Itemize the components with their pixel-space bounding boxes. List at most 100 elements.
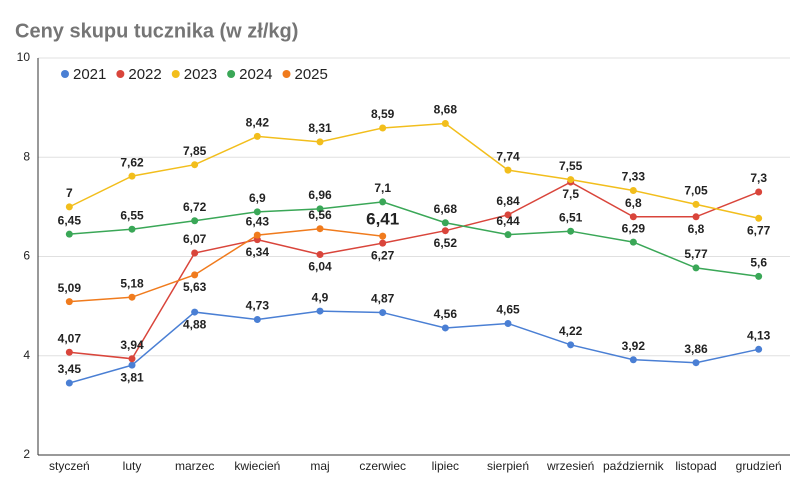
point — [191, 217, 199, 225]
point — [504, 319, 512, 327]
series-line — [69, 310, 759, 384]
data-label: 7,5 — [562, 187, 579, 201]
point — [441, 120, 449, 128]
x-tick-label: luty — [123, 459, 142, 473]
point — [755, 188, 763, 196]
legend-marker — [227, 70, 236, 78]
data-label: 8,42 — [246, 116, 270, 130]
chart-title: Ceny skupu tucznika (w zł/kg) — [15, 20, 298, 42]
data-label: 6,45 — [58, 213, 82, 227]
data-label: 4,88 — [183, 317, 207, 331]
point — [567, 176, 575, 184]
point — [692, 213, 700, 221]
data-label: 6,72 — [183, 200, 207, 214]
data-label: 3,81 — [120, 370, 144, 384]
point — [65, 379, 73, 387]
x-tick-label: październik — [603, 459, 665, 473]
point — [316, 205, 324, 213]
point — [128, 361, 136, 369]
y-tick-label: 2 — [23, 447, 30, 461]
point — [316, 307, 324, 315]
x-tick-label: sierpień — [487, 459, 529, 473]
legend-label: 2023 — [184, 66, 217, 83]
point — [316, 225, 324, 233]
series-line — [69, 227, 383, 303]
point — [441, 227, 449, 235]
point — [253, 316, 261, 324]
point — [65, 230, 73, 238]
data-label: 5,18 — [120, 276, 144, 290]
data-label: 6,27 — [371, 248, 395, 262]
data-label: 6,44 — [496, 214, 520, 228]
data-label: 8,59 — [371, 107, 395, 121]
data-label: 4,22 — [559, 324, 583, 338]
data-label: 4,13 — [747, 328, 771, 342]
legend-label: 2025 — [295, 66, 328, 83]
data-label: 8,31 — [308, 121, 332, 135]
point — [191, 249, 199, 257]
point — [128, 355, 136, 363]
data-label: 3,92 — [622, 339, 646, 353]
point — [504, 211, 512, 219]
data-label: 6,8 — [688, 222, 705, 236]
data-label: 6,07 — [183, 232, 207, 246]
point — [629, 213, 637, 221]
legend-label: 2021 — [73, 66, 106, 83]
point — [65, 298, 73, 306]
point — [692, 264, 700, 272]
series-line — [69, 122, 759, 220]
data-label: 6,34 — [246, 245, 270, 259]
point — [567, 227, 575, 235]
data-label: 7,85 — [183, 144, 207, 158]
point — [379, 309, 387, 317]
point — [441, 324, 449, 332]
data-label: 6,29 — [622, 221, 646, 235]
point — [755, 214, 763, 222]
data-label: 5,6 — [750, 256, 767, 270]
point — [316, 251, 324, 259]
point — [65, 203, 73, 211]
point — [504, 166, 512, 174]
data-label: 3,94 — [120, 338, 144, 352]
point — [191, 271, 199, 279]
point — [629, 238, 637, 246]
data-label: 4,56 — [434, 307, 458, 321]
data-label: 6,41 — [366, 210, 399, 229]
y-tick-label: 4 — [23, 348, 30, 362]
data-label: 4,9 — [312, 290, 329, 304]
data-label: 7,33 — [622, 170, 646, 184]
data-label: 7,05 — [684, 184, 708, 198]
data-label: 6,77 — [747, 223, 771, 237]
data-label: 7,74 — [496, 149, 520, 163]
point — [316, 138, 324, 146]
point — [128, 225, 136, 233]
point — [253, 132, 261, 140]
point — [128, 172, 136, 180]
data-label: 4,07 — [58, 331, 82, 345]
data-label: 6,68 — [434, 202, 458, 216]
point — [755, 345, 763, 353]
x-tick-label: listopad — [675, 459, 716, 473]
data-label: 6,9 — [249, 191, 266, 205]
point — [567, 341, 575, 349]
point — [65, 348, 73, 356]
legend-marker — [282, 70, 291, 78]
point — [692, 200, 700, 208]
legend-marker — [116, 70, 125, 78]
point — [379, 124, 387, 132]
point — [128, 293, 136, 301]
data-label: 6,51 — [559, 210, 583, 224]
point — [379, 198, 387, 206]
data-label: 5,63 — [183, 280, 207, 294]
point — [253, 231, 261, 239]
series-line — [69, 181, 759, 360]
data-label: 4,87 — [371, 292, 395, 306]
data-label: 7,62 — [120, 155, 144, 169]
data-label: 4,65 — [496, 303, 520, 317]
data-label: 6,96 — [308, 188, 332, 202]
legend-label: 2024 — [239, 66, 272, 83]
data-label: 5,09 — [58, 281, 82, 295]
point — [692, 359, 700, 367]
data-label: 7,3 — [750, 171, 767, 185]
data-label: 3,45 — [58, 362, 82, 376]
